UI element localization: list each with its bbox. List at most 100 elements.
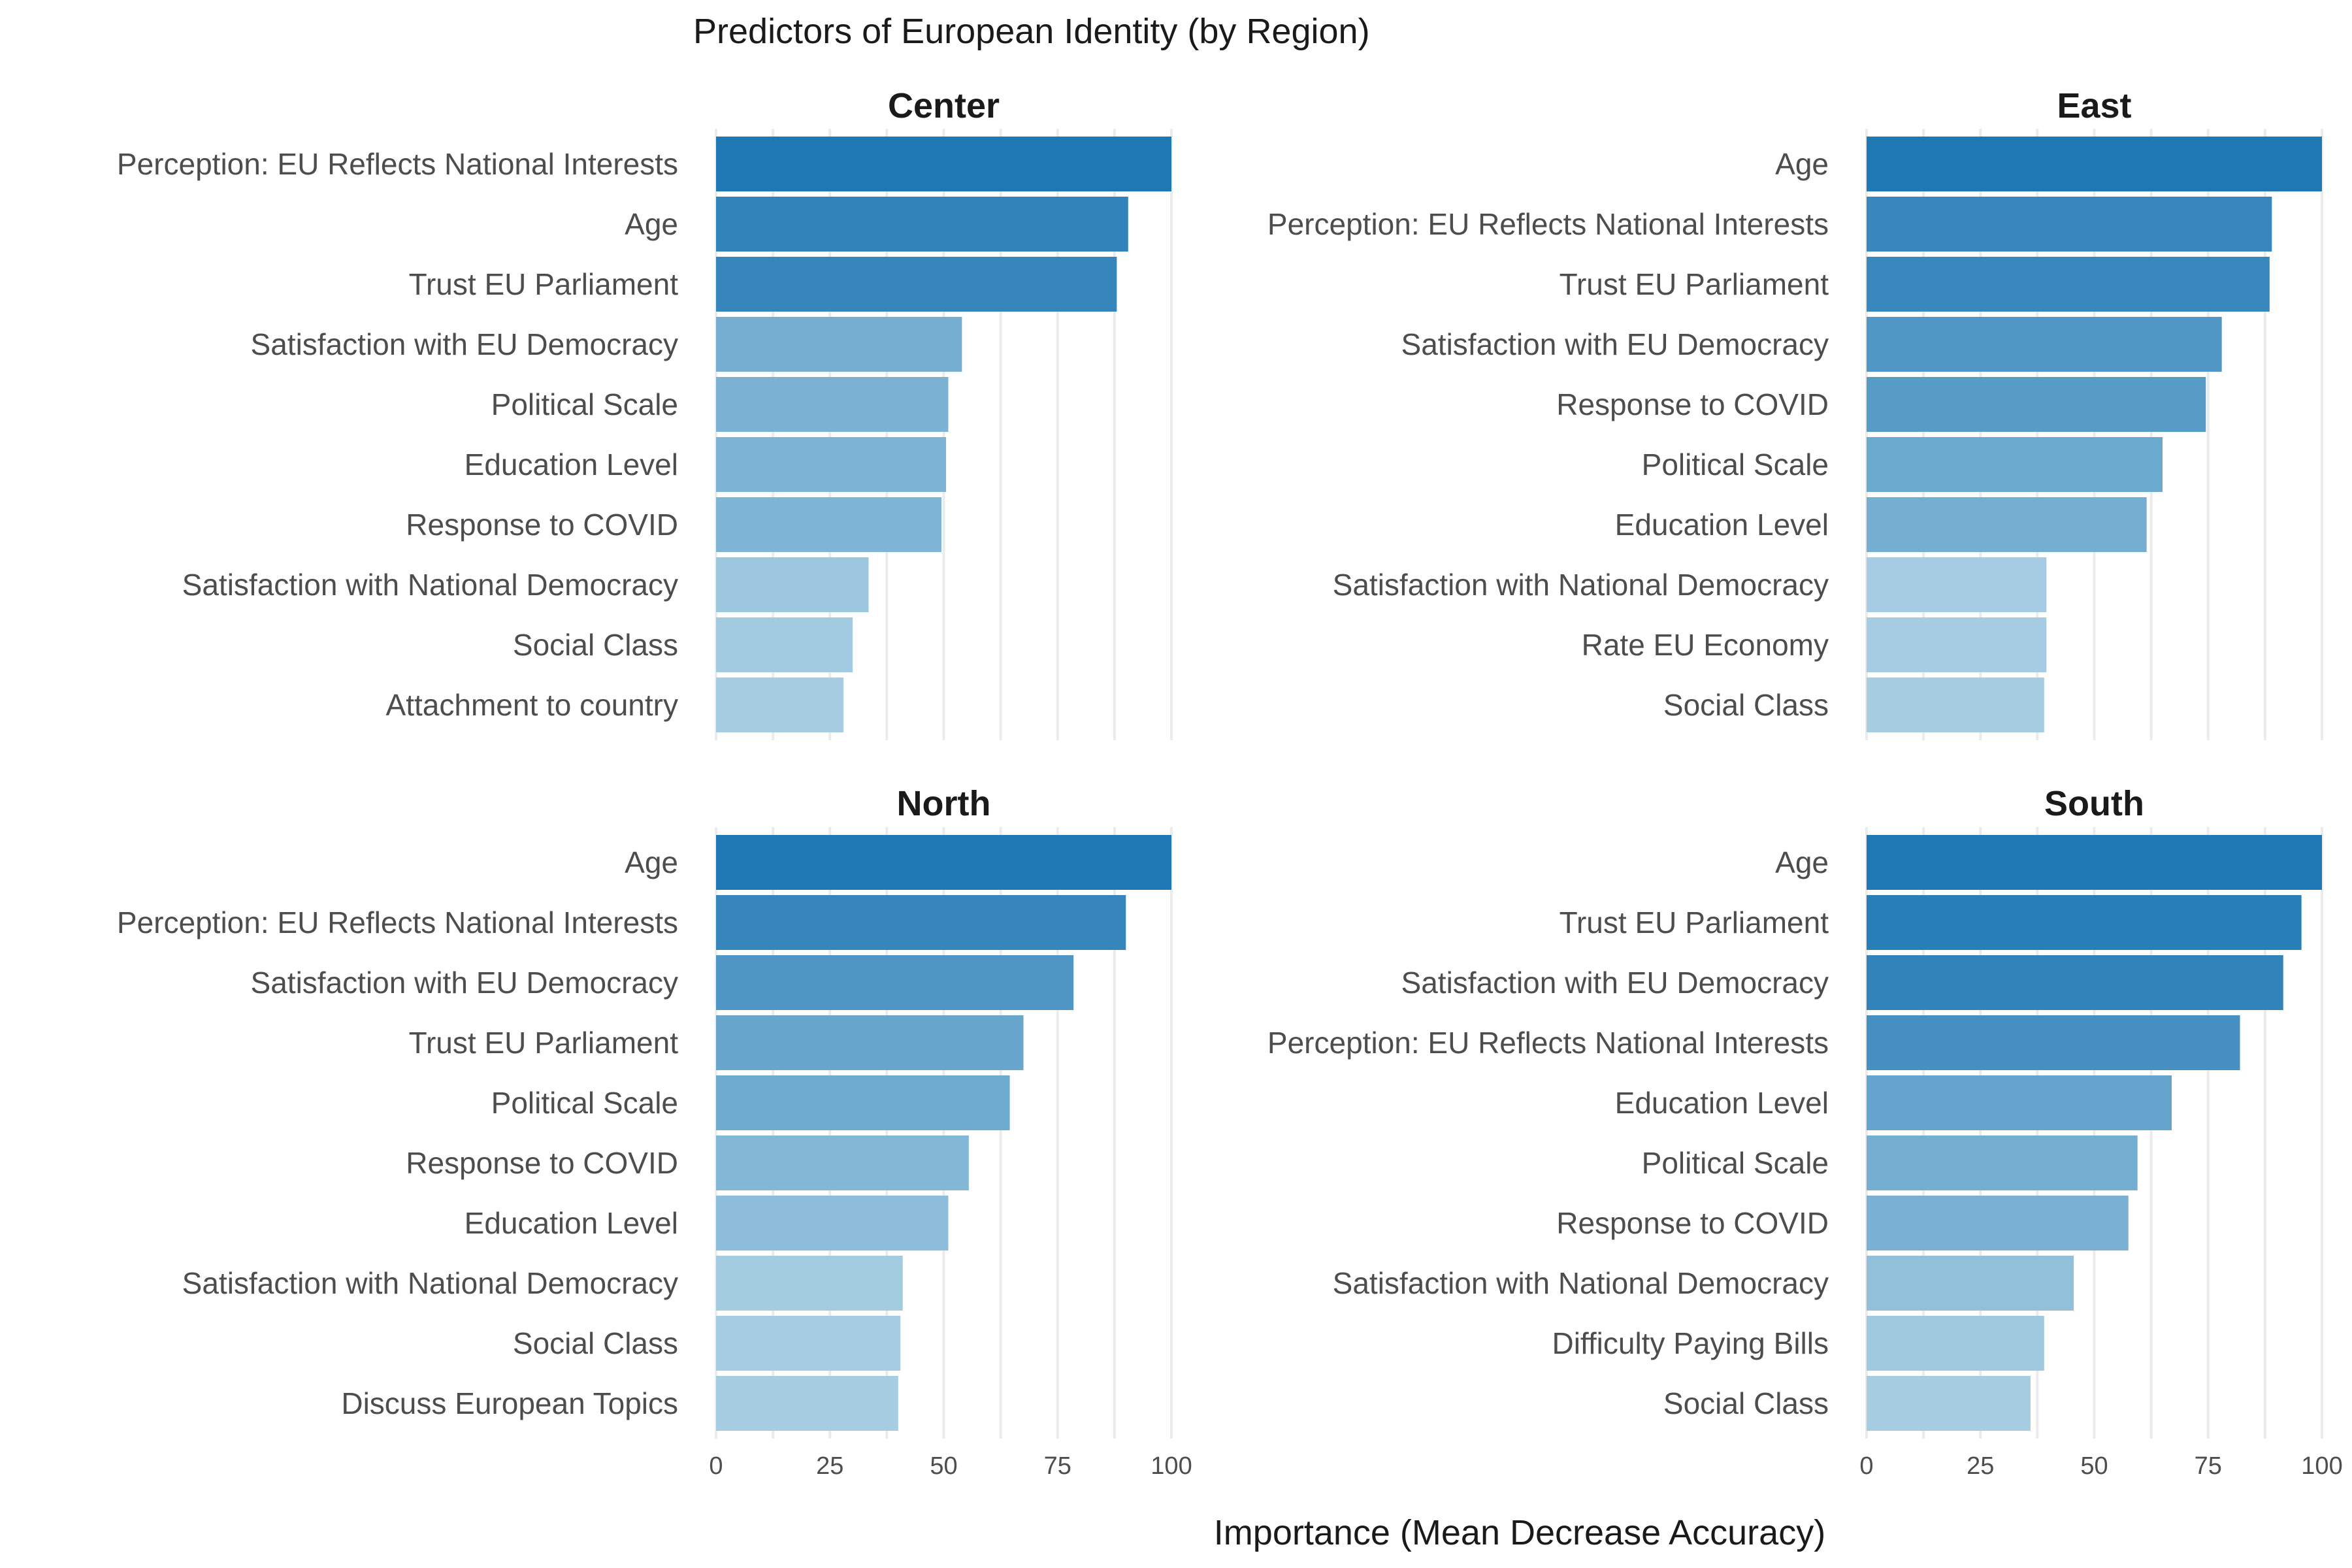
bar (1867, 617, 2047, 672)
category-label: Age (625, 845, 678, 879)
x-tick-label: 50 (930, 1452, 957, 1480)
category-label: Social Class (513, 1326, 678, 1360)
category-label: Trust EU Parliament (409, 267, 679, 301)
category-label: Satisfaction with National Democracy (182, 568, 678, 602)
bar (1867, 437, 2163, 492)
bar (716, 1196, 949, 1250)
bar (1867, 955, 2283, 1010)
category-label: Response to COVID (406, 508, 678, 542)
bar (1867, 835, 2322, 890)
category-label: Education Level (465, 448, 678, 482)
bar (716, 617, 853, 672)
category-label: Satisfaction with EU Democracy (251, 327, 678, 361)
category-label: Education Level (1615, 508, 1829, 542)
bar (1867, 1196, 2129, 1250)
panel-east: East Age Perception: EU Reflects National … (1267, 86, 2323, 740)
bar (716, 557, 869, 612)
bar (716, 137, 1171, 191)
category-label: Perception: EU Reflects National Interes… (1267, 207, 1829, 241)
bar (1867, 1256, 2074, 1311)
x-axis-label: Importance (Mean Decrease Accuracy) (1214, 1513, 1825, 1552)
chart-title: Predictors of European Identity (by Regi… (693, 12, 1370, 51)
bar (1867, 678, 2044, 732)
category-label: Education Level (465, 1206, 678, 1240)
bar (716, 377, 949, 432)
category-label: Satisfaction with National Democracy (1333, 1266, 1829, 1300)
bar (716, 197, 1128, 252)
category-label: Political Scale (491, 1086, 678, 1120)
bar (1867, 257, 2270, 312)
category-label: Social Class (1663, 688, 1829, 722)
category-label: Rate EU Economy (1582, 628, 1829, 662)
category-label: Satisfaction with EU Democracy (1401, 327, 1829, 361)
bar (1867, 497, 2147, 552)
bar (716, 678, 844, 732)
category-label: Political Scale (491, 387, 678, 421)
x-tick-label: 25 (1967, 1452, 1994, 1480)
category-label: Response to COVID (1556, 387, 1829, 421)
category-label: Response to COVID (1556, 1206, 1829, 1240)
category-label: Political Scale (1642, 1146, 1829, 1180)
category-label: Attachment to country (386, 688, 678, 722)
bar (1867, 1015, 2240, 1070)
category-label: Discuss European Topics (341, 1386, 678, 1420)
category-label: Perception: EU Reflects National Interes… (117, 906, 678, 939)
category-label: Perception: EU Reflects National Interes… (1267, 1026, 1829, 1060)
category-label: Social Class (513, 628, 678, 662)
bar (1867, 557, 2047, 612)
category-label: Education Level (1615, 1086, 1829, 1120)
x-tick-label: 100 (1151, 1452, 1192, 1480)
panel-center: Center Perception: EU Reflects National I… (117, 86, 1173, 740)
bar (716, 1015, 1024, 1070)
category-label: Age (1775, 147, 1829, 181)
bar (1867, 1135, 2138, 1190)
x-tick-label: 25 (816, 1452, 843, 1480)
panel-south: South Age Trust EU Parliament Satisfaction … (1267, 784, 2343, 1480)
category-label: Age (625, 207, 678, 241)
bar (716, 437, 946, 492)
category-label: Social Class (1663, 1386, 1829, 1420)
category-label: Satisfaction with National Democracy (1333, 568, 1829, 602)
panel-north: North Age Perception: EU Reflects National… (117, 784, 1192, 1480)
category-label: Response to COVID (406, 1146, 678, 1180)
x-tick-label: 0 (1859, 1452, 1873, 1480)
bar (716, 1256, 903, 1311)
bar (1867, 1075, 2172, 1130)
category-label: Satisfaction with EU Democracy (251, 966, 678, 1000)
panel-title-east: East (2057, 86, 2131, 125)
panel-title-center: Center (888, 86, 1000, 125)
x-tick-label: 75 (1044, 1452, 1071, 1480)
bar (716, 317, 962, 372)
category-label: Trust EU Parliament (409, 1026, 679, 1060)
category-label: Satisfaction with National Democracy (182, 1266, 678, 1300)
category-label: Trust EU Parliament (1560, 906, 1829, 939)
bar (716, 497, 942, 552)
category-label: Satisfaction with EU Democracy (1401, 966, 1829, 1000)
category-label: Perception: EU Reflects National Interes… (117, 147, 678, 181)
bar (716, 835, 1171, 890)
x-tick-label: 50 (2080, 1452, 2108, 1480)
x-tick-label: 0 (709, 1452, 723, 1480)
bar (1867, 377, 2206, 432)
x-tick-label: 75 (2195, 1452, 2222, 1480)
bar (1867, 137, 2322, 191)
bar (716, 955, 1074, 1010)
bar (716, 1135, 969, 1190)
panel-title-north: North (897, 784, 991, 823)
bar (716, 1376, 898, 1431)
bar (1867, 895, 2302, 950)
category-label: Political Scale (1642, 448, 1829, 482)
bar (1867, 1316, 2044, 1371)
bar (1867, 197, 2272, 252)
bar (1867, 1376, 2031, 1431)
bar (716, 257, 1117, 312)
x-tick-label: 100 (2301, 1452, 2342, 1480)
category-label: Difficulty Paying Bills (1552, 1326, 1829, 1360)
bar (716, 1316, 901, 1371)
panel-title-south: South (2044, 784, 2144, 823)
bar (716, 895, 1126, 950)
bar (1867, 317, 2222, 372)
bar (716, 1075, 1010, 1130)
category-label: Trust EU Parliament (1560, 267, 1829, 301)
